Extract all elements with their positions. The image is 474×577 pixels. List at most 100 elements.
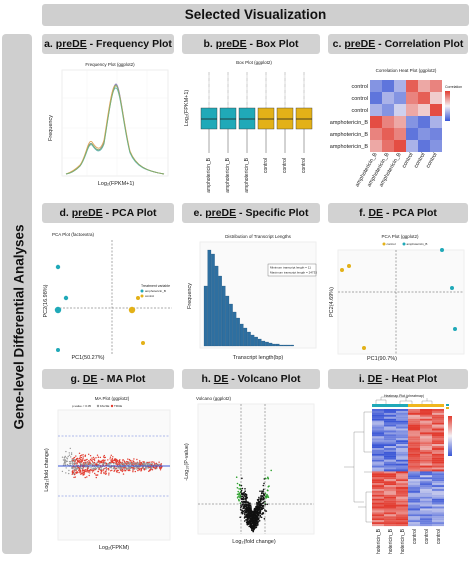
heat-cell [408, 471, 420, 474]
heat-cell [372, 449, 384, 452]
heat-cell [384, 424, 396, 427]
ma-plot-title: MA Plot (ggplot2) [95, 396, 130, 401]
ma-point [112, 459, 114, 462]
ma-point [88, 460, 90, 462]
volcano-point [244, 490, 246, 492]
ma-point [68, 454, 71, 456]
ma-point [109, 458, 111, 460]
ma-point [125, 462, 127, 465]
heat-cell [372, 473, 384, 476]
ma-point [63, 463, 65, 465]
ma-point [156, 467, 158, 470]
ma-point [105, 467, 107, 469]
correlation-cell [418, 116, 430, 128]
ma-point [81, 454, 83, 456]
ma-point [110, 466, 112, 469]
ma-point [79, 466, 82, 469]
heat-cell [420, 473, 432, 476]
volcano-point [266, 496, 268, 498]
ma-point [107, 459, 109, 461]
pca-prede-legend-item: amphotericin_B [145, 289, 166, 293]
ma-point [159, 467, 162, 469]
heat-cell [420, 500, 432, 503]
ma-point [116, 463, 118, 465]
heat-cell [408, 416, 420, 419]
correlation-row-label: amphotericin_B [330, 120, 369, 126]
volcano-point [241, 509, 243, 512]
specific-plot-annotation: Maximum transcript length = 24733 [270, 271, 317, 275]
ma-point [97, 459, 100, 461]
ma-point [96, 466, 99, 468]
ma-point [94, 468, 97, 470]
histogram-bar [207, 249, 212, 347]
heat-cell [408, 481, 420, 484]
volcano-point [242, 507, 245, 509]
ma-point [67, 455, 69, 458]
heat-cell [372, 434, 384, 437]
volcano-point [255, 522, 258, 525]
ma-point [124, 467, 126, 469]
heat-cell [420, 412, 432, 415]
ma-point [131, 461, 133, 464]
heat-cell [432, 426, 444, 429]
heat-cell [420, 424, 432, 427]
heat-cell [384, 410, 396, 413]
heat-cell [420, 451, 432, 454]
heat-cell [372, 492, 384, 495]
ma-point [74, 468, 76, 470]
histogram-bar [254, 336, 258, 347]
heat-cell [372, 518, 384, 521]
volcano-point [255, 520, 258, 522]
heat-cell [372, 424, 384, 427]
volcano-point [249, 517, 251, 520]
volcano-point [258, 509, 260, 511]
box-category-label: amphotericin_B [244, 157, 250, 192]
ma-point [123, 468, 126, 470]
heat-cell [432, 498, 444, 501]
heat-cell [408, 446, 420, 449]
ma-point [118, 471, 120, 474]
correlation-plot-title: Correlation Heat Plot (ggplot2) [376, 68, 437, 73]
volcano-point [260, 497, 263, 500]
volcano-point [259, 512, 261, 515]
heat-cell [372, 440, 384, 443]
heat-cell [432, 457, 444, 460]
volcano-point [270, 469, 272, 472]
volcano-point [242, 511, 244, 513]
heat-cell [372, 524, 384, 527]
heat-cell [384, 477, 396, 480]
volcano-point [248, 510, 251, 513]
ma-point [77, 466, 80, 469]
panel-title-c: c. preDE - Correlation Plot [328, 34, 468, 54]
ma-point [112, 462, 115, 465]
ma-point [64, 456, 66, 458]
ma-point [122, 459, 124, 461]
heat-cell [408, 504, 420, 507]
heat-cell [420, 440, 432, 443]
volcano-point [260, 494, 262, 497]
ma-point [73, 460, 76, 462]
ma-point [79, 471, 81, 473]
ma-point [79, 469, 82, 472]
ma-point [107, 463, 109, 465]
volcano-point [260, 516, 263, 519]
heat-cell [396, 518, 408, 521]
volcano-point [245, 512, 247, 514]
volcano-point [265, 495, 268, 497]
heat-cell [408, 488, 420, 491]
heat-cell [432, 418, 444, 421]
ma-point [136, 463, 138, 465]
heat-cell [432, 467, 444, 470]
ma-point [128, 468, 130, 470]
ma-point [99, 456, 102, 459]
volcano-point [252, 510, 255, 513]
heat-cell [396, 449, 408, 452]
ma-point [84, 468, 86, 471]
ma-point [83, 473, 85, 476]
ma-point [82, 456, 84, 458]
ma-point [112, 461, 114, 463]
ma-point [91, 459, 93, 461]
ma-point [71, 458, 74, 461]
ma-point [150, 461, 152, 463]
heat-cell [432, 448, 444, 451]
